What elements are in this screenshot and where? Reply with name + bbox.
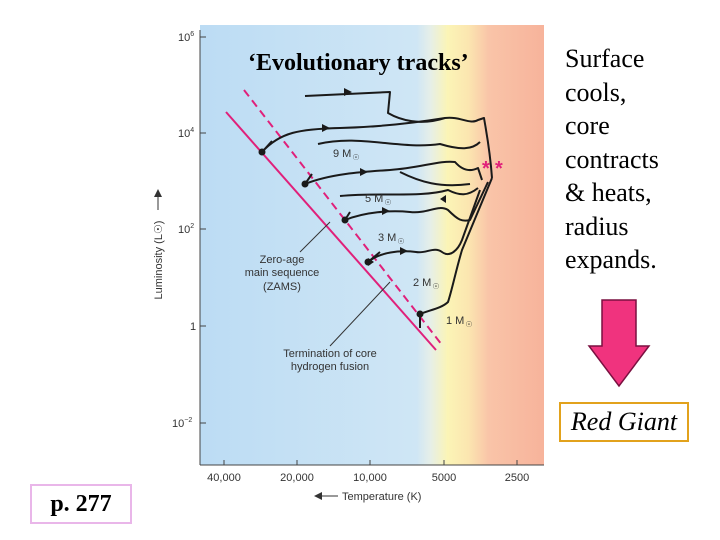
zams-label-line: (ZAMS) (263, 281, 301, 293)
y-axis-title: Luminosity (L☉) (153, 221, 165, 300)
x-axis-label: Temperature (K) (342, 491, 421, 503)
mass-label: 1 M☉ (446, 315, 473, 329)
page-reference: p. 277 (30, 484, 132, 524)
side-line: contracts (565, 144, 659, 174)
zams-pointer (299, 221, 331, 253)
zams-dot (364, 258, 372, 266)
slide-title: ‘Evolutionary tracks’ (248, 50, 469, 76)
side-line: core (565, 111, 610, 140)
red-giant-label: Red Giant (559, 402, 689, 442)
x-tick-label: 10,000 (353, 472, 387, 484)
temperature-color-band (200, 25, 544, 465)
x-tick-label: 20,000 (280, 472, 314, 484)
side-line: & heats, (565, 178, 652, 207)
hr-diagram: 106 104 102 1 10−2 Luminosity (L☉) 40,00… (153, 25, 544, 503)
mass-label: 3 M☉ (378, 232, 405, 246)
zams-dot (301, 180, 309, 188)
zams-annotation: Zero-age main sequence (ZAMS) (245, 254, 320, 293)
termination-label-line: Termination of core (283, 348, 377, 360)
zams-dot (258, 148, 266, 156)
side-line: expands. (565, 245, 657, 274)
track-arrow (322, 124, 330, 132)
x-axis-arrow (314, 492, 338, 500)
y-tick-label: 10−2 (172, 417, 192, 430)
track-arrow (440, 195, 446, 203)
termination-annotation: Termination of core hydrogen fusion (283, 348, 377, 373)
x-tick-labels: 40,000 20,000 10,000 5000 2500 (207, 472, 529, 484)
down-arrow-icon (587, 299, 651, 388)
termination-pointer (329, 281, 391, 347)
zams-label-line: Zero-age (260, 254, 305, 266)
red-giant-stars: * * (482, 158, 503, 180)
red-giant-star-icon: * (482, 158, 490, 180)
track-arrow (400, 247, 408, 255)
zams-dot (416, 310, 424, 318)
y-tick-marks (200, 36, 206, 424)
side-line: radius (565, 211, 629, 241)
side-description: Surface cools, core contracts & heats, r… (565, 42, 715, 277)
y-tick-label: 104 (178, 127, 194, 140)
mass-label: 5 M☉ (365, 193, 392, 207)
zams-dots (258, 148, 424, 318)
side-line: cools, (565, 77, 627, 107)
x-tick-label: 40,000 (207, 472, 241, 484)
y-axis-arrow (154, 189, 162, 210)
track-arrow (382, 207, 390, 215)
mass-label: 2 M☉ (413, 277, 440, 291)
red-giant-star-icon: * (495, 158, 503, 180)
x-tick-label: 2500 (505, 472, 529, 484)
track-arrow (360, 168, 368, 176)
y-tick-label: 1 (190, 321, 196, 333)
y-tick-label: 106 (178, 31, 194, 44)
y-tick-label: 102 (178, 223, 194, 236)
x-tick-marks (223, 460, 518, 465)
termination-label-line: hydrogen fusion (291, 361, 369, 373)
track-upper-loops (317, 139, 481, 197)
mass-labels: 9 M☉ 5 M☉ 3 M☉ 2 M☉ 1 M☉ (333, 148, 473, 329)
side-line: Surface (565, 44, 645, 73)
y-tick-labels: 106 104 102 1 10−2 (172, 31, 196, 430)
track-arrow (344, 88, 352, 96)
y-axis-label: Luminosity (L☉) (153, 221, 165, 300)
zams-dot (341, 216, 349, 224)
mass-label: 9 M☉ (333, 148, 360, 162)
zams-label-line: main sequence (245, 267, 320, 279)
x-tick-label: 5000 (432, 472, 456, 484)
